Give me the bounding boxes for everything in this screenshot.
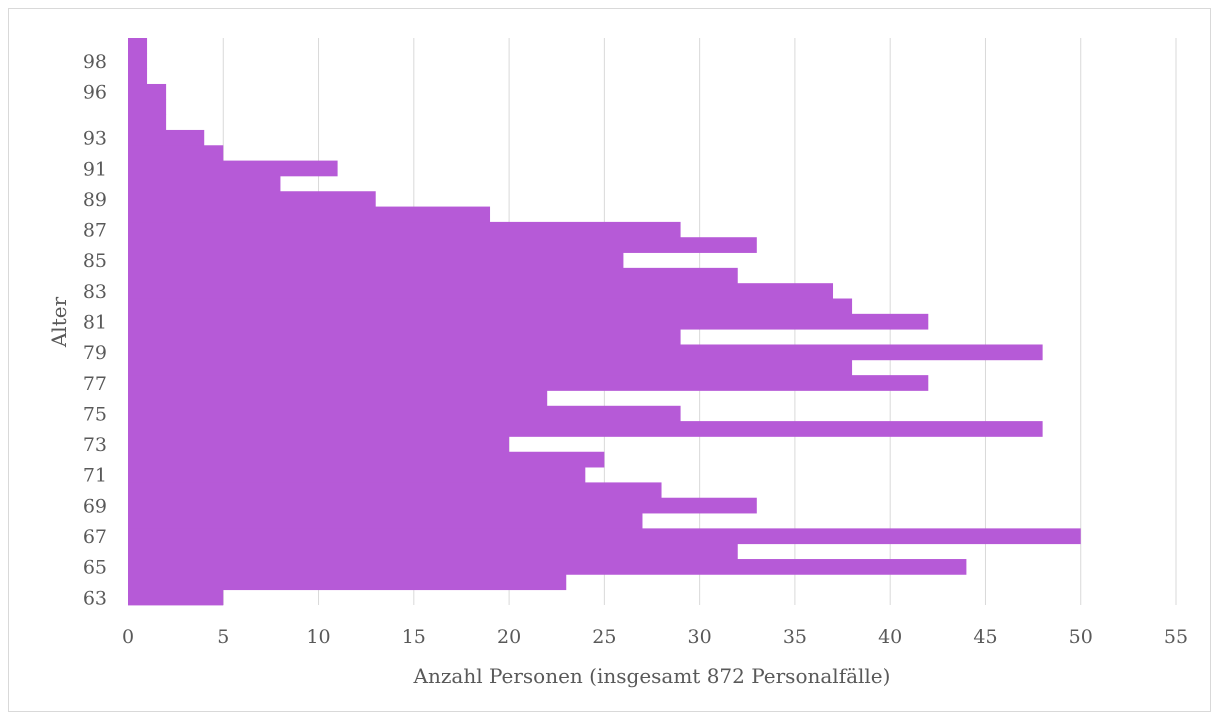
y-tick-label: 83: [83, 281, 107, 303]
y-axis-title: Alter: [47, 296, 71, 348]
bar-age-96: [128, 83, 167, 100]
bar-age-88: [128, 206, 491, 223]
bar-age-95: [128, 99, 167, 116]
bar-age-69: [128, 497, 757, 514]
bar-age-71: [128, 467, 586, 483]
y-tick-label: 87: [83, 220, 107, 242]
bar-age-99: [128, 38, 148, 54]
x-tick-label: 10: [306, 626, 330, 648]
y-tick-label: 89: [83, 189, 107, 211]
bar-age-70: [128, 482, 662, 499]
x-axis-ticks: 0 5 10 15 20 25 30 35 40 45 50 55: [122, 626, 1188, 648]
y-tick-label: 73: [83, 434, 107, 456]
bar-age-75: [128, 405, 681, 422]
x-tick-label: 25: [592, 626, 616, 648]
y-tick-label: 91: [83, 158, 107, 180]
y-tick-label: 98: [83, 51, 107, 73]
x-tick-label: 30: [688, 626, 712, 648]
y-tick-label: 79: [83, 342, 107, 364]
bar-age-89: [128, 191, 376, 207]
y-tick-label: 81: [83, 312, 107, 334]
bar-age-83: [128, 283, 834, 299]
x-tick-label: 20: [497, 626, 521, 648]
bar-age-98: [128, 53, 148, 70]
bar-age-81: [128, 313, 929, 330]
y-tick-label: 65: [83, 557, 107, 579]
x-tick-label: 50: [1069, 626, 1093, 648]
x-tick-label: 35: [783, 626, 807, 648]
bar-age-91: [128, 160, 338, 177]
y-tick-label: 75: [83, 403, 107, 425]
bar-age-64: [128, 574, 567, 591]
y-tick-label: 69: [83, 495, 107, 517]
bar-age-72: [128, 451, 605, 468]
bar-age-97: [128, 68, 148, 85]
y-tick-label: 93: [83, 128, 107, 150]
bar-age-84: [128, 267, 738, 284]
bar-age-63: [128, 589, 224, 606]
bar-age-85: [128, 252, 624, 269]
y-axis-ticks: 63 65 67 69 71 73 75 77 79 81 83 85 87 89 91 93 96 98: [83, 51, 107, 609]
bar-age-86: [128, 237, 757, 253]
bar-age-78: [128, 359, 853, 376]
y-tick-label: 67: [83, 526, 107, 548]
bar-age-76: [128, 390, 548, 407]
bar-age-93: [128, 129, 205, 146]
bar-age-66: [128, 543, 738, 560]
bar-age-79: [128, 344, 1043, 361]
y-tick-label: 63: [83, 587, 107, 609]
bar-age-82: [128, 298, 853, 315]
bar-age-90: [128, 175, 281, 192]
bar-age-92: [128, 145, 224, 161]
y-tick-label: 71: [83, 465, 107, 487]
bar-age-74: [128, 421, 1043, 437]
y-tick-label: 85: [83, 250, 107, 272]
bar-age-65: [128, 559, 967, 575]
bar-age-73: [128, 436, 510, 453]
x-tick-label: 15: [402, 626, 426, 648]
bar-age-80: [128, 329, 681, 345]
x-tick-label: 55: [1164, 626, 1188, 648]
x-axis-title: Anzahl Personen (insgesamt 872 Personalf…: [413, 664, 891, 688]
bars: [128, 38, 1081, 606]
bar-age-94: [128, 114, 167, 131]
x-tick-label: 5: [217, 626, 229, 648]
x-tick-label: 0: [122, 626, 134, 648]
bar-age-87: [128, 221, 681, 238]
x-tick-label: 40: [878, 626, 902, 648]
y-tick-label: 77: [83, 373, 107, 395]
x-tick-label: 45: [973, 626, 997, 648]
bar-age-67: [128, 528, 1081, 545]
bar-age-68: [128, 513, 643, 529]
y-tick-label: 96: [83, 82, 107, 104]
bar-age-77: [128, 375, 929, 391]
